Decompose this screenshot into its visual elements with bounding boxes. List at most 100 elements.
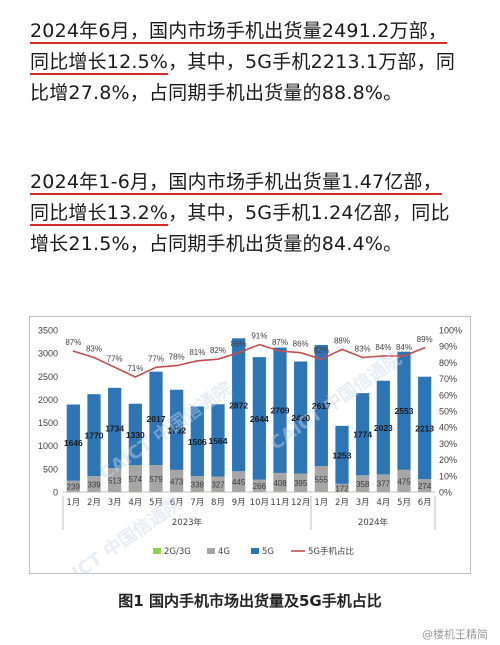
bar-5g bbox=[149, 371, 163, 466]
year-group-label: 2024年 bbox=[358, 517, 389, 528]
figure-caption: 图1 国内手机市场出货量及5G手机占比 bbox=[118, 592, 382, 610]
y-left-tick-label: 1500 bbox=[38, 418, 58, 428]
x-tick-label: 5月 bbox=[149, 498, 163, 508]
p1-line2: 同比增长12.5%，其中，5G手机2213.1万部，同 bbox=[30, 47, 480, 78]
bar-label-4g: 395 bbox=[294, 479, 308, 488]
y-right-tick-label: 60% bbox=[439, 390, 457, 400]
bar-label-5g: 2617 bbox=[312, 401, 331, 411]
bar-label-5g: 1774 bbox=[353, 430, 372, 440]
legend-swatch bbox=[207, 548, 215, 554]
line-point bbox=[175, 364, 178, 367]
x-tick-label: 2月 bbox=[87, 498, 101, 508]
y-right-tick-label: 90% bbox=[439, 342, 457, 352]
bar-label-5g: 1330 bbox=[126, 430, 145, 440]
shipment-chart: 0 500 1000 1500 2000 2500 3000 3500 0% 10% 20% 30% 4… bbox=[29, 316, 471, 574]
bar-4g bbox=[87, 476, 101, 492]
line-data-label: 86% bbox=[293, 340, 309, 349]
line-data-label: 89% bbox=[417, 335, 433, 344]
x-tick-label: 8月 bbox=[211, 498, 225, 508]
bar-label-5g: 2023 bbox=[374, 423, 393, 433]
p1-line2-rest: ，其中，5G手机2213.1万部，同 bbox=[168, 51, 456, 73]
line-point bbox=[361, 356, 364, 359]
bar-4g bbox=[356, 475, 370, 492]
line-data-label: 77% bbox=[148, 354, 164, 363]
y-left-tick-label: 0 bbox=[53, 488, 58, 498]
line-data-label: 71% bbox=[127, 364, 143, 373]
line-point bbox=[155, 366, 157, 369]
bar-label-4g: 338 bbox=[191, 480, 205, 489]
chart-svg: 0 500 1000 1500 2000 2500 3000 3500 0% 10% 20% 30% 4… bbox=[29, 316, 471, 574]
bar-4g bbox=[335, 483, 349, 492]
bar-label-5g: 1770 bbox=[85, 431, 104, 441]
paragraph-half-year: 2024年1-6月，国内市场手机出货量1.47亿部， 同比增长13.2%，其中，… bbox=[30, 167, 480, 260]
legend-label: 2G/3G bbox=[164, 547, 191, 557]
bar-5g bbox=[66, 404, 80, 481]
bar-5g bbox=[397, 351, 411, 470]
bar-label-4g: 339 bbox=[87, 480, 101, 489]
line-data-label: 83% bbox=[355, 345, 371, 354]
y-right-tick-label: 40% bbox=[439, 423, 457, 433]
bar-label-5g: 2872 bbox=[229, 400, 248, 410]
line-point bbox=[134, 376, 137, 378]
y-right-tick-label: 20% bbox=[439, 455, 457, 465]
line-data-label: 82% bbox=[313, 346, 329, 355]
bar-label-5g: 1564 bbox=[209, 436, 228, 446]
bar-label-5g: 1734 bbox=[105, 423, 124, 433]
line-data-label: 78% bbox=[169, 353, 185, 362]
line-point bbox=[423, 347, 426, 349]
p2-line2: 同比增长13.2%，其中，5G手机1.24亿部，同比 bbox=[30, 198, 480, 229]
y-right-tick-label: 70% bbox=[439, 374, 457, 384]
p2-line1: 2024年1-6月，国内市场手机出货量1.47亿部， bbox=[30, 171, 442, 193]
bar-label-4g: 358 bbox=[356, 480, 370, 489]
x-tick-label: 9月 bbox=[232, 498, 246, 508]
legend-swatch bbox=[251, 548, 259, 554]
x-tick-label: 6月 bbox=[418, 498, 432, 508]
bar-4g bbox=[108, 468, 122, 492]
line-data-label: 77% bbox=[107, 354, 123, 363]
bar-5g bbox=[294, 361, 308, 474]
bar-4g bbox=[273, 472, 287, 492]
line-data-label: 81% bbox=[189, 348, 205, 357]
x-tick-label: 1月 bbox=[314, 498, 328, 508]
y-right-tick-label: 10% bbox=[439, 471, 457, 481]
bar-label-4g: 555 bbox=[315, 475, 329, 484]
bar-4g bbox=[294, 473, 308, 492]
y-left-tick-label: 2000 bbox=[38, 395, 58, 405]
bar-label-5g: 2644 bbox=[250, 414, 269, 424]
legend-label: 5G bbox=[262, 547, 274, 557]
y-left-tick-label: 3500 bbox=[38, 326, 58, 336]
x-tick-label: 6月 bbox=[170, 498, 184, 508]
bar-label-5g: 2213 bbox=[415, 423, 434, 433]
p1-line3: 比增27.8%，占同期手机出货量的88.8%。 bbox=[30, 82, 403, 104]
line-point bbox=[217, 358, 219, 360]
line-point bbox=[237, 351, 240, 354]
x-tick-label: 12月 bbox=[291, 498, 310, 508]
bar-5g bbox=[273, 347, 287, 473]
bar-label-4g: 574 bbox=[129, 475, 143, 484]
year-group-label: 2023年 bbox=[172, 517, 203, 528]
legend-label: 4G bbox=[218, 547, 230, 557]
line-data-label: 91% bbox=[251, 332, 267, 341]
line-point bbox=[382, 355, 385, 357]
x-tick-label: 4月 bbox=[376, 498, 390, 508]
line-data-label: 87% bbox=[272, 338, 288, 347]
line-data-label: 83% bbox=[86, 345, 102, 354]
bar-5g bbox=[418, 376, 432, 480]
bar-5g bbox=[356, 393, 370, 476]
source-watermark: @楼机王精简 bbox=[422, 628, 488, 641]
bar-label-4g: 266 bbox=[253, 482, 267, 491]
bar-5g bbox=[87, 394, 101, 477]
bar-5g bbox=[108, 387, 122, 469]
bar-5g bbox=[170, 389, 184, 470]
bar-4g bbox=[397, 469, 411, 492]
bar-label-4g: 327 bbox=[211, 481, 225, 490]
bar-label-4g: 239 bbox=[67, 483, 81, 492]
line-data-label: 82% bbox=[210, 346, 226, 355]
line-point bbox=[196, 359, 199, 362]
bar-label-4g: 172 bbox=[335, 484, 349, 493]
bar-5g bbox=[190, 406, 204, 477]
y-right-tick-label: 50% bbox=[439, 407, 457, 417]
bar-4g bbox=[66, 480, 80, 492]
y-right-tick-label: 30% bbox=[439, 439, 457, 449]
p1-growth: 同比增长12.5% bbox=[30, 51, 169, 73]
